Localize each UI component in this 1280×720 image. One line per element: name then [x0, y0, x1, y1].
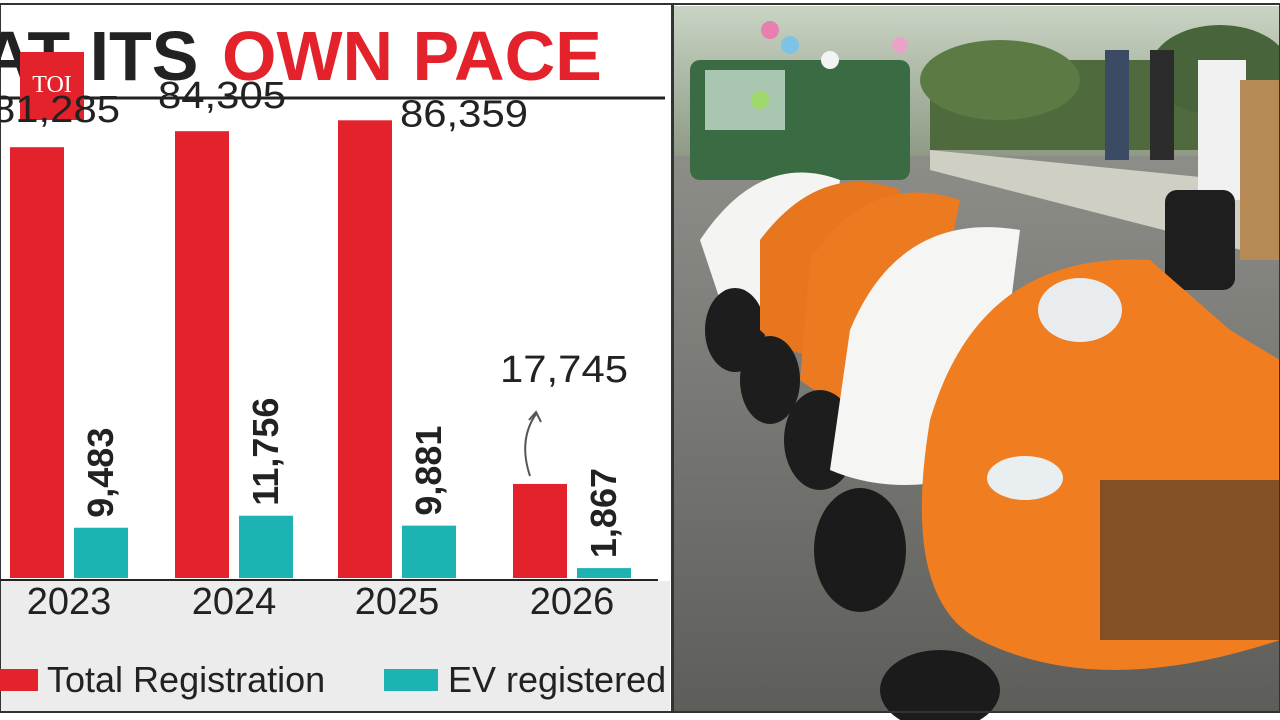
value-label: 86,359 — [400, 93, 528, 135]
x-tick-label: 2026 — [530, 581, 615, 623]
x-tick-label: 2025 — [355, 581, 440, 623]
value-label: 9,483 — [80, 428, 121, 518]
chart-title-highlight: OWN PACE — [222, 17, 602, 95]
value-label: 1,867 — [583, 468, 624, 558]
legend-swatch — [0, 669, 38, 691]
bar — [402, 525, 456, 578]
bar — [577, 568, 631, 578]
logo-box — [20, 52, 84, 120]
footer-band — [0, 581, 670, 711]
x-tick-label: 2023 — [27, 581, 112, 623]
legend-label: EV registered — [448, 659, 666, 700]
value-label: 84,305 — [158, 75, 286, 117]
bar — [74, 527, 128, 578]
annotation-arrowhead — [528, 410, 542, 423]
bar — [338, 120, 392, 578]
bar — [513, 483, 567, 578]
value-label: 17,745 — [500, 349, 628, 391]
photo — [673, 6, 1280, 720]
logo: TOI — [32, 72, 72, 98]
photo-border — [672, 3, 1280, 713]
annotation-arrow — [524, 413, 537, 477]
value-label: 11,756 — [245, 398, 286, 506]
bar — [239, 515, 293, 578]
value-label: 81,285 — [0, 89, 120, 131]
bar — [10, 147, 64, 578]
value-label: 9,881 — [408, 426, 449, 516]
x-tick-label: 2024 — [192, 581, 277, 623]
legend-label: Total Registration — [47, 659, 325, 700]
legend-swatch — [384, 669, 438, 691]
bar — [175, 131, 229, 578]
